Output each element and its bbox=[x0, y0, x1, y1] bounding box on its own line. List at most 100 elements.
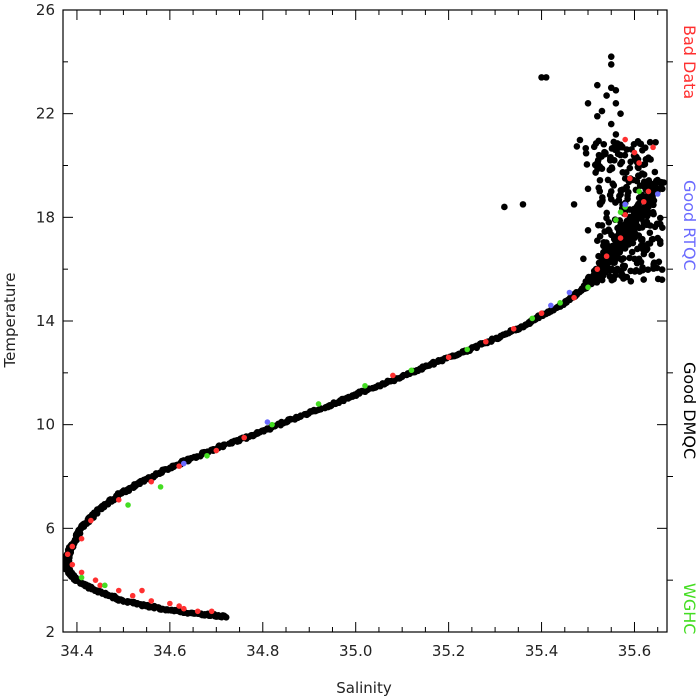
data-point-good-dmqc bbox=[580, 255, 587, 263]
legend-label-good-rtqc: Good RTQC bbox=[680, 180, 699, 271]
data-point-good-dmqc bbox=[623, 273, 631, 281]
data-point-good-dmqc bbox=[599, 272, 607, 279]
data-point-good-dmqc bbox=[640, 171, 648, 178]
data-point-good-dmqc bbox=[634, 245, 641, 253]
data-point-good-dmqc bbox=[655, 258, 663, 266]
data-point-good-dmqc bbox=[607, 188, 615, 195]
data-point-good-dmqc bbox=[645, 198, 652, 206]
data-point-bad-data bbox=[167, 600, 173, 607]
data-point-bad-data bbox=[622, 136, 628, 143]
data-point-good-rtqc bbox=[181, 460, 187, 467]
data-point-good-dmqc bbox=[635, 164, 642, 172]
data-point-good-dmqc bbox=[627, 278, 635, 285]
data-point-wghc bbox=[157, 484, 164, 490]
data-point-bad-data bbox=[650, 144, 656, 151]
data-point-good-dmqc bbox=[595, 252, 602, 260]
data-point-bad-data bbox=[148, 478, 155, 485]
data-point-good-dmqc bbox=[612, 87, 620, 94]
data-point-bad-data bbox=[631, 149, 638, 156]
data-point-good-dmqc bbox=[605, 219, 613, 226]
data-point-bad-data bbox=[148, 598, 155, 604]
data-point-bad-data bbox=[483, 338, 489, 345]
data-point-good-dmqc bbox=[621, 175, 629, 182]
data-point-good-dmqc bbox=[612, 131, 620, 138]
x-tick-label: 35.4 bbox=[525, 642, 558, 660]
data-point-good-dmqc bbox=[620, 255, 627, 262]
data-point-good-dmqc bbox=[650, 197, 658, 204]
legend-label-bad-data: Bad Data bbox=[680, 25, 699, 99]
data-point-wghc bbox=[529, 315, 536, 322]
data-point-good-dmqc bbox=[638, 235, 646, 243]
data-point-good-dmqc bbox=[592, 169, 599, 176]
data-point-good-dmqc bbox=[644, 266, 652, 274]
data-point-wghc bbox=[315, 401, 322, 407]
x-tick-label: 34.8 bbox=[246, 642, 279, 660]
data-point-good-dmqc bbox=[645, 203, 652, 211]
data-point-bad-data bbox=[445, 354, 452, 361]
legend-label-wghc: WGHC bbox=[680, 583, 699, 634]
data-point-wghc bbox=[613, 217, 619, 223]
y-tick-label: 18 bbox=[36, 208, 55, 226]
data-point-bad-data bbox=[241, 434, 247, 441]
x-tick-label: 34.4 bbox=[60, 642, 93, 660]
data-point-wghc bbox=[617, 209, 624, 215]
data-point-good-dmqc bbox=[617, 151, 624, 159]
data-point-good-rtqc bbox=[264, 419, 271, 425]
data-point-bad-data bbox=[115, 497, 122, 503]
data-point-good-dmqc bbox=[611, 157, 618, 164]
data-point-good-dmqc bbox=[608, 164, 616, 171]
data-point-good-dmqc bbox=[603, 209, 611, 217]
data-point-good-dmqc bbox=[619, 262, 627, 270]
data-point-bad-data bbox=[129, 592, 136, 599]
data-point-good-dmqc bbox=[610, 138, 618, 146]
data-point-good-dmqc bbox=[631, 255, 638, 263]
data-point-good-dmqc bbox=[652, 138, 659, 146]
data-point-good-dmqc bbox=[607, 120, 615, 128]
data-point-bad-data bbox=[594, 266, 601, 272]
data-point-good-dmqc bbox=[519, 201, 527, 208]
data-point-good-dmqc bbox=[584, 100, 592, 107]
data-point-bad-data bbox=[78, 535, 85, 542]
x-axis-title: Salinity bbox=[336, 679, 392, 697]
data-point-good-dmqc bbox=[636, 207, 644, 215]
data-point-good-rtqc bbox=[622, 201, 628, 208]
data-point-good-dmqc bbox=[595, 221, 602, 229]
data-point-good-dmqc bbox=[635, 172, 643, 180]
data-point-good-dmqc bbox=[615, 196, 623, 204]
data-point-good-dmqc bbox=[594, 81, 601, 89]
data-point-good-dmqc bbox=[582, 149, 590, 157]
y-tick-label: 14 bbox=[36, 312, 55, 330]
data-point-good-dmqc bbox=[635, 255, 643, 263]
points-layer bbox=[62, 53, 667, 621]
data-point-bad-data bbox=[645, 188, 652, 195]
data-point-good-dmqc bbox=[621, 245, 629, 252]
data-point-good-dmqc bbox=[632, 267, 640, 274]
data-point-good-rtqc bbox=[566, 289, 573, 296]
y-tick-label: 22 bbox=[36, 105, 55, 123]
data-point-bad-data bbox=[69, 543, 76, 550]
data-point-good-dmqc bbox=[501, 203, 508, 211]
data-point-bad-data bbox=[78, 569, 85, 576]
data-point-bad-data bbox=[603, 253, 610, 260]
data-point-good-dmqc bbox=[600, 238, 608, 246]
data-point-good-dmqc bbox=[626, 164, 634, 172]
data-point-good-dmqc bbox=[602, 149, 609, 157]
data-point-good-dmqc bbox=[573, 143, 581, 150]
legend-label-good-dmqc: Good DMQC bbox=[680, 362, 699, 459]
data-point-wghc bbox=[636, 188, 642, 195]
data-point-good-dmqc bbox=[584, 185, 592, 193]
data-point-good-dmqc bbox=[617, 221, 624, 229]
data-point-good-dmqc bbox=[604, 245, 612, 253]
data-point-bad-data bbox=[194, 608, 201, 615]
data-point-good-dmqc bbox=[542, 74, 550, 81]
data-point-good-dmqc bbox=[582, 144, 590, 152]
data-point-good-dmqc bbox=[608, 266, 616, 274]
data-point-good-dmqc bbox=[628, 248, 636, 256]
data-point-good-dmqc bbox=[651, 168, 659, 176]
data-point-good-dmqc bbox=[639, 266, 646, 274]
data-point-good-dmqc bbox=[640, 276, 647, 283]
data-point-good-dmqc bbox=[646, 229, 654, 237]
data-point-good-dmqc bbox=[636, 140, 644, 147]
